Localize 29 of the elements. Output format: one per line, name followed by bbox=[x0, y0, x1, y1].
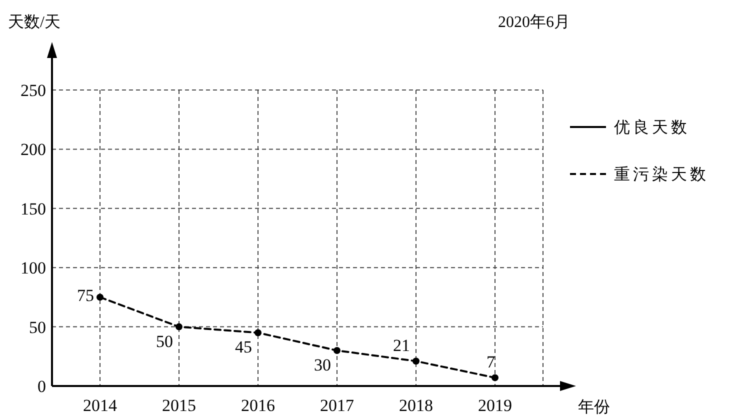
x-tick-label: 2017 bbox=[320, 396, 354, 415]
y-tick-label: 150 bbox=[20, 199, 46, 218]
y-tick-label: 50 bbox=[29, 318, 46, 337]
point bbox=[96, 294, 104, 301]
y-axis-title: 天数/天 bbox=[8, 14, 60, 31]
y-tick-label: 100 bbox=[20, 258, 46, 278]
legend-label: 重污染天数 bbox=[614, 166, 709, 184]
data-label: 50 bbox=[156, 332, 173, 351]
y-tick-label: 250 bbox=[20, 80, 46, 100]
chart-title: 2020年6月 bbox=[498, 14, 570, 31]
x-tick-label: 2014 bbox=[83, 396, 118, 415]
point bbox=[334, 346, 340, 354]
point bbox=[176, 323, 182, 330]
data-label: 21 bbox=[393, 336, 410, 356]
x-tick-label: 2019 bbox=[478, 396, 512, 415]
data-label: 45 bbox=[235, 338, 252, 357]
x-tick-label: 2015 bbox=[162, 396, 196, 415]
point bbox=[412, 358, 420, 365]
x-tick-label: 2016 bbox=[241, 396, 275, 415]
data-label: 7 bbox=[486, 352, 496, 372]
y-tick-label: 0 bbox=[38, 376, 46, 396]
legend-label: 优良天数 bbox=[614, 118, 690, 137]
point bbox=[492, 374, 498, 382]
x-tick-label: 2018 bbox=[399, 396, 433, 415]
data-label: 30 bbox=[314, 355, 331, 374]
y-tick-label: 200 bbox=[20, 140, 46, 160]
x-axis-title: 年份 bbox=[578, 399, 610, 416]
data-label: 75 bbox=[77, 286, 94, 306]
point bbox=[254, 329, 262, 336]
